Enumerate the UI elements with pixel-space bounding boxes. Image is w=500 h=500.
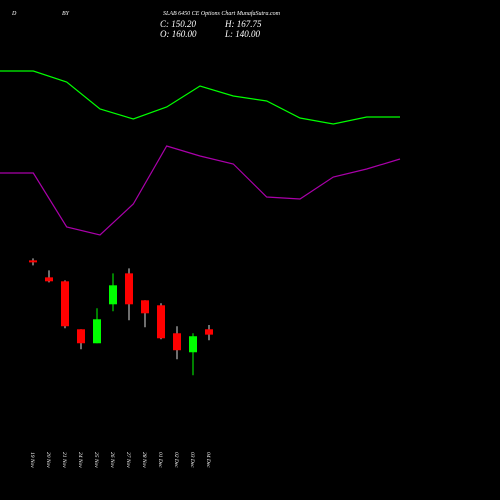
x-tick-label: 24 Nov: [77, 452, 84, 468]
candle-body: [157, 305, 165, 339]
x-tick-label: 27 Nov: [125, 452, 131, 468]
open-label: O: 160.00: [160, 29, 197, 39]
x-tick-label: 20 Nov: [45, 452, 51, 468]
candle-body: [61, 281, 69, 327]
x-tick-label: 02 Dec: [173, 452, 179, 468]
candle-body: [109, 285, 117, 305]
header-mid: BY: [62, 11, 70, 17]
x-tick-label: 04 Dec: [205, 452, 212, 468]
candle-body: [77, 329, 85, 344]
indicator-line: [0, 145, 401, 236]
candle-body: [125, 273, 133, 305]
header-left: D: [11, 11, 17, 17]
x-tick-label: 25 Nov: [93, 452, 99, 468]
x-tick-label: 19 Nov: [29, 452, 35, 468]
candle-body: [45, 277, 53, 282]
x-tick-label: 26 Nov: [109, 452, 115, 468]
candle-body: [141, 300, 149, 314]
indicator-line: [0, 70, 400, 125]
x-tick-label: 28 Nov: [141, 452, 147, 468]
x-tick-label: 03 Dec: [189, 452, 195, 468]
high-label: H: 167.75: [224, 19, 262, 29]
candle-body: [205, 329, 213, 335]
candle-body: [93, 319, 101, 344]
candle-body: [173, 333, 181, 351]
candle-body: [189, 336, 197, 353]
x-tick-label: 01 Dec: [157, 452, 163, 468]
close-label: C: 150.20: [160, 19, 197, 29]
candle-body: [29, 260, 37, 263]
x-tick-label: 21 Nov: [61, 452, 67, 468]
low-label: L: 140.00: [224, 29, 261, 39]
chart-title: SLAB 6450 CE Options Chart MunafaSutra.c…: [163, 10, 281, 17]
